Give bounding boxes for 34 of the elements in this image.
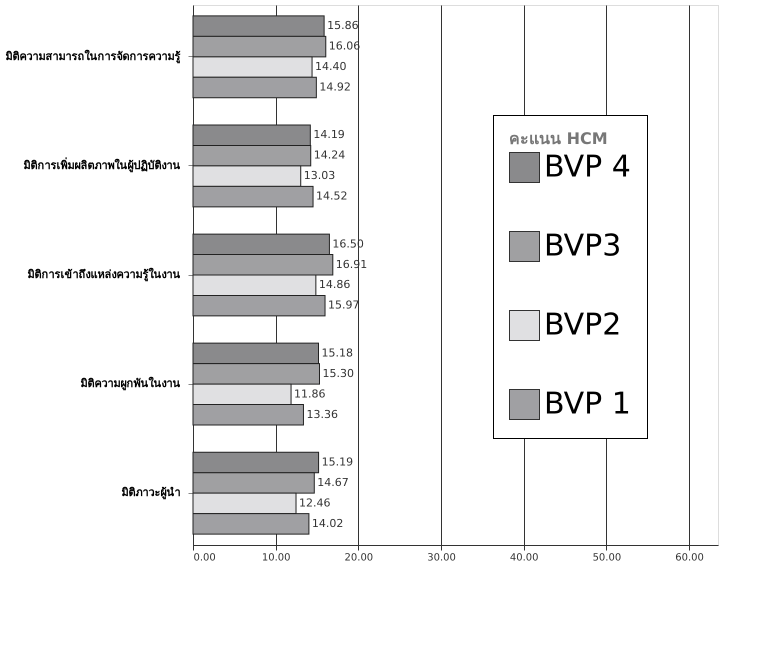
data-label: 14.86: [318, 278, 350, 292]
legend-label: BVP 4: [544, 150, 631, 184]
data-label: 11.86: [294, 387, 326, 400]
x-tick-label: 20.00: [344, 552, 374, 564]
legend-title: คะแนน HCM: [509, 129, 608, 148]
data-label: 14.24: [314, 148, 346, 162]
data-label: 14.52: [316, 190, 348, 203]
data-label: 14.19: [313, 128, 345, 142]
y-tick-label: มิติการเข้าถึงแหล่งความรู้ในงาน: [28, 267, 180, 282]
y-tick-label: มิติการเพิ่มผลิตภาพในผู้ปฏิบัติงาน: [24, 156, 180, 173]
y-tick-label: มิติภาวะผู้นำ: [122, 486, 180, 500]
x-tick-label: 50.00: [592, 552, 622, 564]
data-label: 14.67: [317, 476, 349, 489]
x-tick-label: 0.00: [194, 552, 216, 564]
legend-label: BVP2: [544, 308, 622, 342]
legend-label: BVP3: [544, 228, 622, 264]
y-tick-label: มิติความสามารถในการจัดการความรู้: [6, 48, 180, 64]
x-tick-label: 10.00: [262, 552, 290, 564]
x-tick-label: 40.00: [510, 552, 539, 564]
data-label: 15.30: [322, 366, 354, 380]
data-label: 15.19: [322, 456, 354, 468]
data-label: 15.86: [327, 19, 359, 32]
data-label: 13.36: [306, 408, 338, 421]
data-label: 15.97: [328, 298, 360, 312]
data-label: 14.92: [319, 80, 351, 94]
data-label: 13.03: [304, 169, 336, 182]
data-label: 12.46: [299, 496, 331, 510]
x-tick-label: 60.00: [675, 552, 704, 564]
y-tick-label: มิติความผูกพันในงาน: [80, 376, 180, 392]
x-tick-label: 30.00: [427, 552, 456, 564]
data-label: 15.18: [322, 346, 354, 360]
legend-label: BVP 1: [544, 386, 631, 422]
data-label: 14.40: [315, 60, 347, 74]
data-label: 14.02: [312, 516, 344, 530]
